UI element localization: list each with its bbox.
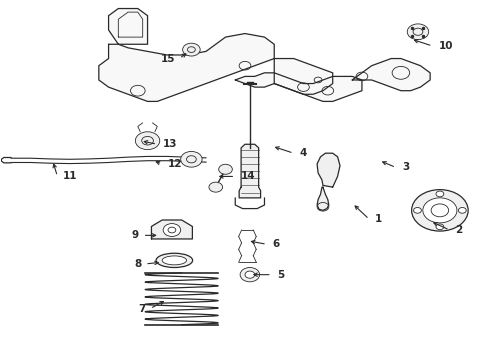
Polygon shape	[151, 220, 193, 239]
Text: 7: 7	[139, 303, 146, 314]
Circle shape	[436, 191, 444, 197]
Text: 6: 6	[273, 239, 280, 249]
Circle shape	[245, 271, 255, 278]
Text: 2: 2	[456, 225, 463, 235]
Text: 5: 5	[278, 270, 285, 280]
Ellipse shape	[162, 256, 187, 265]
Circle shape	[181, 152, 202, 167]
Polygon shape	[109, 9, 147, 44]
Circle shape	[412, 190, 468, 231]
Polygon shape	[352, 59, 430, 91]
Circle shape	[459, 207, 466, 213]
Text: 1: 1	[375, 214, 382, 224]
Text: 14: 14	[241, 171, 256, 181]
Text: 4: 4	[299, 148, 307, 158]
Text: 9: 9	[132, 230, 139, 240]
Text: 11: 11	[63, 171, 78, 181]
Text: 13: 13	[163, 139, 178, 149]
Polygon shape	[99, 33, 274, 102]
Text: 15: 15	[161, 54, 175, 64]
Text: 12: 12	[168, 159, 182, 169]
Circle shape	[414, 207, 421, 213]
Polygon shape	[235, 73, 362, 102]
Text: 3: 3	[402, 162, 409, 172]
Text: 10: 10	[439, 41, 453, 51]
Circle shape	[135, 132, 160, 150]
Polygon shape	[274, 59, 333, 94]
Circle shape	[436, 224, 444, 230]
Circle shape	[407, 24, 429, 40]
Polygon shape	[317, 153, 340, 187]
Polygon shape	[317, 187, 329, 210]
Circle shape	[423, 198, 457, 223]
Circle shape	[163, 224, 181, 237]
Circle shape	[240, 267, 260, 282]
Ellipse shape	[156, 253, 193, 267]
Circle shape	[183, 43, 200, 56]
Polygon shape	[239, 144, 261, 198]
Text: 8: 8	[134, 259, 141, 269]
Circle shape	[219, 164, 232, 174]
Circle shape	[209, 182, 222, 192]
